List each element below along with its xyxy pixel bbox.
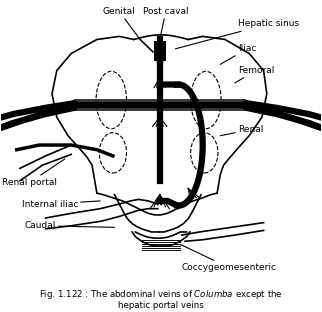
FancyBboxPatch shape xyxy=(154,41,166,61)
Text: Genital: Genital xyxy=(103,7,140,40)
Text: Renal: Renal xyxy=(220,125,263,136)
Text: Hepatic sinus: Hepatic sinus xyxy=(175,19,299,49)
Text: Internal iliac: Internal iliac xyxy=(22,200,100,208)
Text: Femoral: Femoral xyxy=(235,66,274,83)
Text: Fig. 1.122 : The abdominal veins of $\it{Columba}$ except the: Fig. 1.122 : The abdominal veins of $\it… xyxy=(39,288,283,300)
Text: Renal portal: Renal portal xyxy=(2,159,65,187)
Text: Caudal: Caudal xyxy=(25,221,115,230)
Text: Post caval: Post caval xyxy=(143,7,189,40)
Text: hepatic portal veins: hepatic portal veins xyxy=(118,301,204,310)
Text: Iliac: Iliac xyxy=(220,44,256,64)
FancyBboxPatch shape xyxy=(74,99,246,111)
Text: Coccygeomesenteric: Coccygeomesenteric xyxy=(180,244,277,272)
